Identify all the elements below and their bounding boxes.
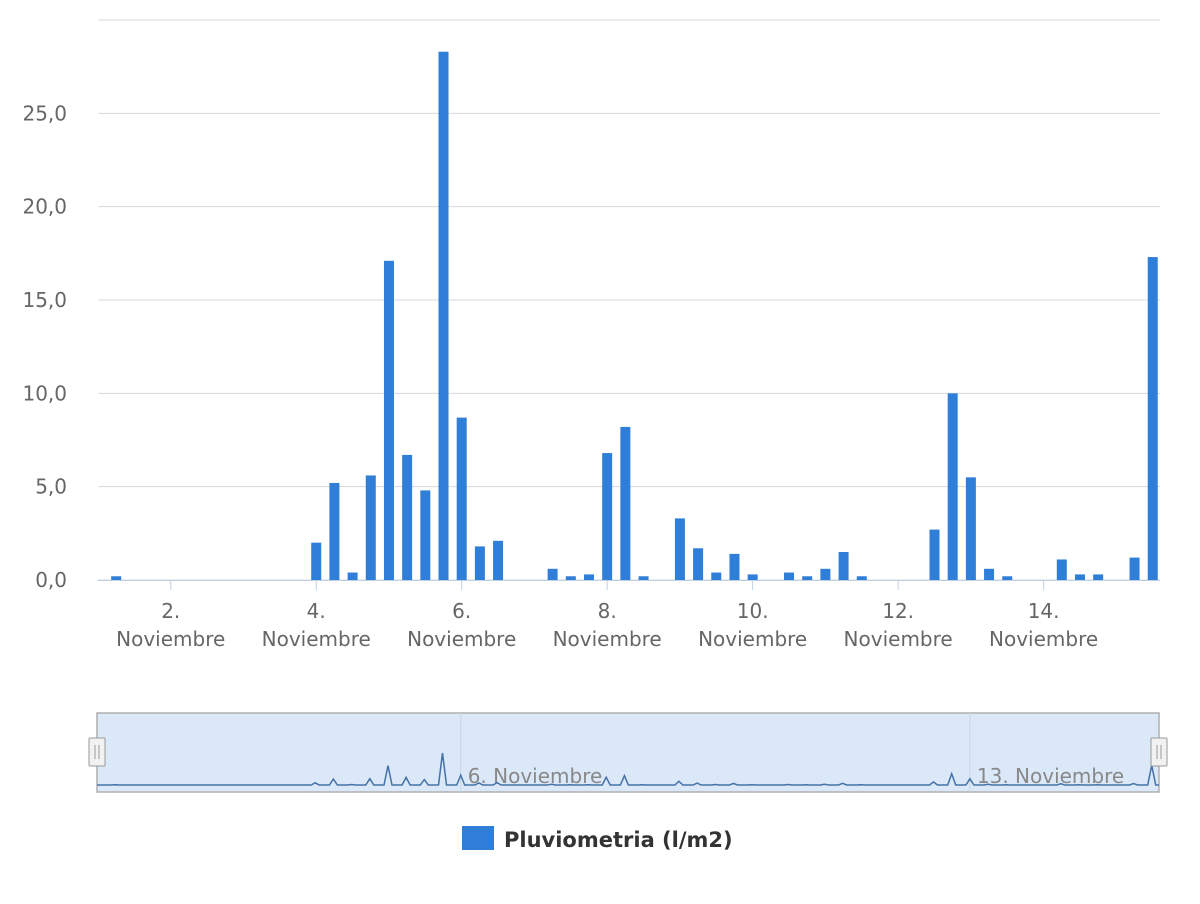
bar[interactable] <box>347 572 358 580</box>
bar[interactable] <box>111 576 122 580</box>
bar[interactable] <box>947 393 958 580</box>
navigator-left-handle[interactable] <box>88 737 106 767</box>
bar[interactable] <box>929 529 940 580</box>
bar[interactable] <box>1129 557 1140 580</box>
legend-swatch[interactable] <box>462 826 494 850</box>
navigator[interactable]: 6. Noviembre 13. Noviembre <box>88 712 1168 793</box>
bar[interactable] <box>820 568 831 580</box>
bar[interactable] <box>747 574 758 580</box>
x-tick-label-month: Noviembre <box>553 627 662 651</box>
bar[interactable] <box>784 572 795 580</box>
navigator-date-label: 13. Noviembre <box>977 764 1124 788</box>
y-tick-label: 10,0 <box>22 381 67 405</box>
x-axis: 2. Noviembre 4. Noviembre 6. Noviembre 8. Novie… <box>98 580 1160 651</box>
bar[interactable] <box>456 417 467 580</box>
bar[interactable] <box>474 546 485 580</box>
bar[interactable] <box>329 482 340 580</box>
y-axis-ticks: 0,0 5,0 10,0 15,0 20,0 25,0 <box>22 101 67 592</box>
bar[interactable] <box>365 475 376 580</box>
bar[interactable] <box>311 542 322 580</box>
x-tick-label-month: Noviembre <box>844 627 953 651</box>
bar-series[interactable] <box>111 51 1158 580</box>
navigator-date-label: 6. Noviembre <box>468 764 603 788</box>
bar[interactable] <box>1056 559 1067 580</box>
x-tick-label-day: 6. <box>452 599 471 623</box>
bar[interactable] <box>984 568 995 580</box>
legend[interactable]: Pluviometria (l/m2) <box>462 826 733 852</box>
x-tick-label-month: Noviembre <box>989 627 1098 651</box>
bar[interactable] <box>674 518 685 580</box>
x-tick-label-month: Noviembre <box>698 627 807 651</box>
y-tick-label: 0,0 <box>35 568 67 592</box>
bar[interactable] <box>638 576 649 580</box>
navigator-series-line <box>97 752 1159 786</box>
bar[interactable] <box>493 540 504 580</box>
y-tick-label: 15,0 <box>22 288 67 312</box>
bar[interactable] <box>565 576 576 580</box>
bar[interactable] <box>693 548 704 580</box>
bar[interactable] <box>420 490 431 580</box>
bar[interactable] <box>711 572 722 580</box>
bar[interactable] <box>802 576 813 580</box>
bar[interactable] <box>1002 576 1013 580</box>
x-tick-label-day: 12. <box>882 599 914 623</box>
bar[interactable] <box>620 426 631 580</box>
navigator-right-handle[interactable] <box>1150 737 1168 767</box>
bar[interactable] <box>383 260 394 580</box>
bar[interactable] <box>547 568 558 580</box>
y-tick-label: 5,0 <box>35 475 67 499</box>
bar[interactable] <box>1074 574 1085 580</box>
x-tick-label-day: 2. <box>161 599 180 623</box>
bar[interactable] <box>965 477 976 580</box>
navigator-selection[interactable] <box>96 712 1160 793</box>
x-tick-label-day: 4. <box>307 599 326 623</box>
x-tick-label-month: Noviembre <box>262 627 371 651</box>
grid-lines <box>98 19 1160 581</box>
legend-label[interactable]: Pluviometria (l/m2) <box>504 828 733 852</box>
bar[interactable] <box>1093 574 1104 580</box>
y-tick-label: 25,0 <box>22 101 67 125</box>
y-tick-label: 20,0 <box>22 195 67 219</box>
x-tick-label-month: Noviembre <box>407 627 516 651</box>
x-tick-label-month: Noviembre <box>116 627 225 651</box>
x-tick-label-day: 10. <box>737 599 769 623</box>
bar[interactable] <box>838 552 849 580</box>
bar[interactable] <box>438 51 449 580</box>
bar[interactable] <box>729 553 740 580</box>
bar[interactable] <box>1147 257 1158 580</box>
bar[interactable] <box>602 453 613 580</box>
x-tick-label-day: 14. <box>1028 599 1060 623</box>
bar[interactable] <box>402 454 413 580</box>
x-tick-label-day: 8. <box>598 599 617 623</box>
bar[interactable] <box>583 574 594 580</box>
bar[interactable] <box>856 576 867 580</box>
